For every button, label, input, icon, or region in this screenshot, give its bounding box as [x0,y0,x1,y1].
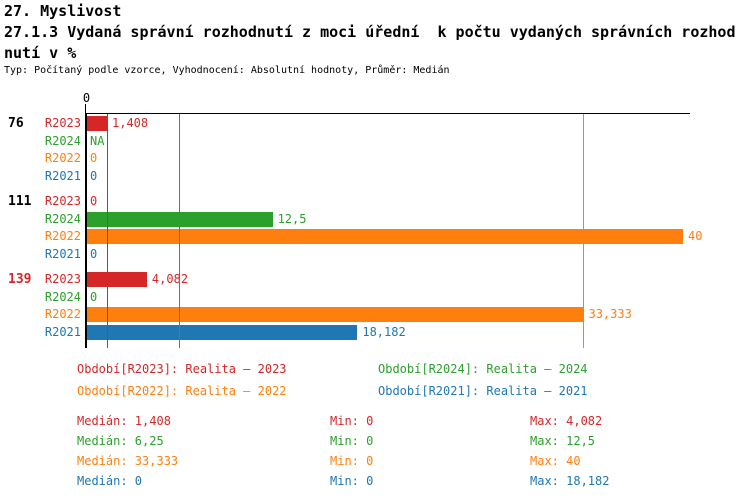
stat-median-r2023: Medián: 1,408 [77,414,171,428]
series-row-label: R2021 [44,168,81,183]
group-label: 111 [8,194,32,209]
group-label: 76 [8,116,24,131]
bar-r2022 [86,307,584,322]
chapter-heading: 27. Myslivost [4,2,122,20]
stat-min-r2021: Min: 0 [330,474,374,488]
bar-r2023 [86,272,147,287]
stat-median-r2024: Medián: 6,25 [77,434,164,448]
stat-max-r2024: Max: 12,5 [530,434,596,448]
bar-value-label: 4,082 [151,272,189,286]
stat-min-r2022: Min: 0 [330,454,374,468]
median-line-r2023 [106,113,108,348]
x-axis-line [85,113,690,114]
indicator-title-line-1: 27.1.3 Vydaná správní rozhodnutí z moci … [4,23,736,41]
bar-r2021 [86,324,358,340]
bar-value-label: NA [90,133,105,148]
bar-value-label: 33,333 [588,307,632,321]
bar-value-label: 1,408 [112,116,149,130]
bar-value-label: 12,5 [277,211,307,226]
legend-item-r2023: Období[R2023]: Realita – 2023 [77,362,287,376]
bar-value-label: 0 [90,289,98,304]
series-row-label: R2022 [44,307,81,321]
series-row-label: R2024 [44,211,81,226]
stat-min-r2024: Min: 0 [330,434,374,448]
bar-r2023 [86,116,107,131]
bar-chart: 76 R2023 1,408 R2024 NA R2022 0 R2021 0 111 R2023 0… [8,91,703,348]
stat-max-r2022: Max: 40 [530,454,581,468]
bar-value-label: 0 [90,194,98,208]
series-row-label: R2023 [44,272,81,286]
bar-value-label: 0 [90,168,98,183]
stat-min-r2023: Min: 0 [330,414,374,428]
bar-value-label: 0 [90,151,98,165]
series-row-label: R2024 [44,133,81,148]
indicator-title-line-2: nutí v % [4,44,77,62]
series-row-label: R2021 [44,246,81,261]
x-axis-tick-label: 0 [82,91,91,105]
series-row-label: R2022 [44,151,81,165]
stat-median-r2022: Medián: 33,333 [77,454,179,468]
x-axis-tick [85,104,86,113]
median-line-r2022 [582,113,584,348]
legend-item-r2022: Období[R2022]: Realita – 2022 [77,384,287,398]
bar-value-label: 40 [688,229,703,243]
series-row-label: R2022 [44,229,81,243]
legend-item-r2021: Období[R2021]: Realita – 2021 [378,384,588,398]
stat-max-r2023: Max: 4,082 [530,414,603,428]
series-row-label: R2023 [44,194,81,208]
series-row-label: R2024 [44,289,81,304]
y-axis-line [85,113,87,348]
bar-r2022 [86,229,683,244]
median-line-r2024 [178,113,180,348]
series-row-label: R2021 [44,324,81,339]
stat-median-r2021: Medián: 0 [77,474,143,488]
bar-value-label: 18,182 [362,324,406,339]
series-row-label: R2023 [44,116,81,130]
group-label: 139 [8,272,32,287]
stat-max-r2021: Max: 18,182 [530,474,610,488]
legend-item-r2024: Období[R2024]: Realita – 2024 [378,362,588,376]
indicator-meta: Typ: Počítaný podle vzorce, Vyhodnocení:… [4,65,450,76]
bar-value-label: 0 [90,246,98,261]
